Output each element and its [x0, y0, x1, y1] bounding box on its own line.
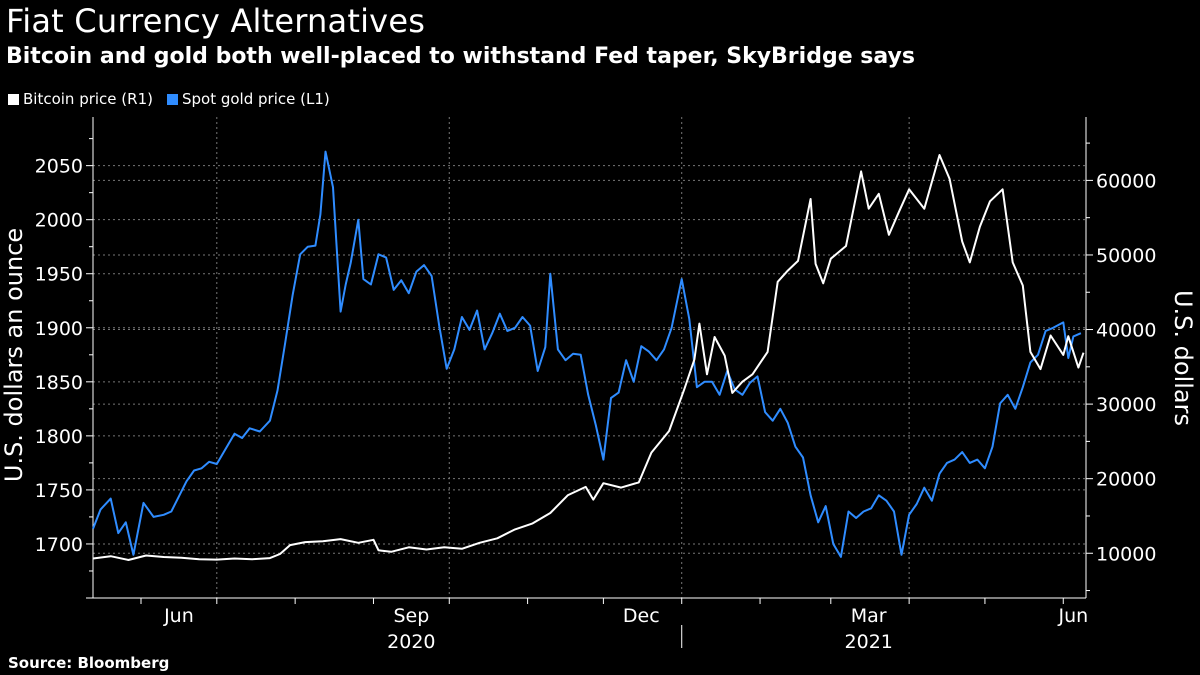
legend-label-bitcoin: Bitcoin price (R1) — [23, 90, 153, 108]
left-axis-label: U.S. dollars an ounce — [0, 228, 28, 482]
bitcoin-price-line — [92, 154, 1085, 561]
right-tick-label: 10000 — [1096, 543, 1156, 565]
left-tick-label: 1750 — [35, 480, 83, 502]
right-tick-label: 40000 — [1096, 320, 1156, 342]
x-month-label: Jun — [1058, 605, 1089, 627]
left-tick-label: 2000 — [35, 210, 83, 232]
right-tick-label: 20000 — [1096, 469, 1156, 491]
x-year-label: 2021 — [845, 631, 893, 653]
x-month-label: Sep — [393, 605, 429, 627]
left-tick-label: 1900 — [35, 318, 83, 340]
left-tick-label: 1850 — [35, 372, 83, 394]
right-tick-label: 50000 — [1096, 245, 1156, 267]
right-tick-label: 60000 — [1096, 170, 1156, 192]
chart-subtitle: Bitcoin and gold both well-placed to wit… — [6, 44, 915, 69]
chart-title: Fiat Currency Alternatives — [6, 2, 426, 40]
x-month-label: Dec — [623, 605, 660, 627]
legend-swatch-gold — [166, 93, 178, 105]
left-tick-label: 1950 — [35, 264, 83, 286]
series-lines — [92, 150, 1085, 561]
gold-price-line — [92, 150, 1082, 558]
legend: Bitcoin price (R1) Spot gold price (L1) — [8, 90, 330, 108]
legend-item-bitcoin: Bitcoin price (R1) — [8, 90, 153, 108]
legend-label-gold: Spot gold price (L1) — [181, 90, 330, 108]
x-year-label: 2020 — [387, 631, 435, 653]
right-tick-label: 30000 — [1096, 394, 1156, 416]
legend-item-gold: Spot gold price (L1) — [166, 90, 330, 108]
left-tick-label: 1800 — [35, 426, 83, 448]
axes: 1700 1750 1800 1850 1900 1950 2000 2050 10000 200… — [35, 117, 1156, 653]
legend-swatch-bitcoin — [8, 93, 19, 105]
x-month-label: Jun — [163, 605, 194, 627]
x-month-label: Mar — [851, 605, 887, 627]
source-note: Source: Bloomberg — [8, 654, 170, 672]
gridlines — [93, 117, 1086, 598]
left-tick-label: 2050 — [35, 156, 83, 178]
right-axis-label: U.S. dollars — [1169, 290, 1197, 426]
left-tick-label: 1700 — [35, 534, 83, 556]
